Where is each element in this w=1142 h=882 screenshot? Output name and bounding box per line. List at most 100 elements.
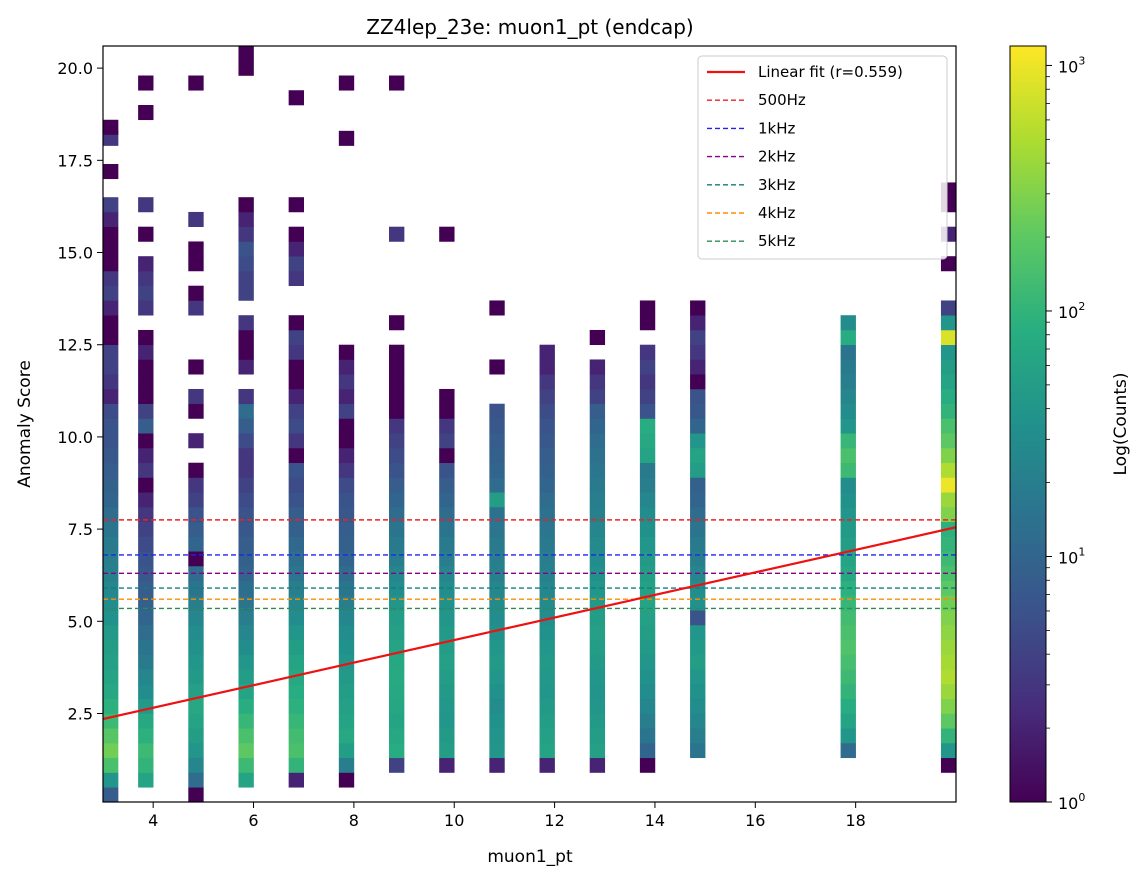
heatmap-cell [188, 75, 204, 91]
heatmap-cell [840, 551, 856, 567]
heatmap-cell [489, 728, 505, 744]
heatmap-cell [389, 344, 405, 360]
heatmap-cell [940, 506, 956, 523]
heatmap-cell [238, 403, 254, 419]
heatmap-cell [288, 256, 304, 272]
heatmap-cell [840, 388, 856, 405]
heatmap-cell [338, 551, 355, 567]
heatmap-cell [138, 462, 154, 478]
heatmap-cell [940, 492, 956, 508]
heatmap-cell [389, 728, 405, 744]
y-axis: 2.5 5.0 7.5 10.0 12.5 15.0 17.5 20.0 [57, 59, 103, 723]
heatmap-cell [389, 403, 405, 419]
heatmap-cell [188, 285, 204, 301]
heatmap-cell [138, 447, 154, 464]
heatmap-cell [489, 359, 505, 375]
heatmap-cell [489, 551, 505, 567]
heatmap-cell [489, 477, 505, 493]
y-axis-label: Anomaly Score [15, 360, 35, 488]
heatmap-cell [389, 683, 405, 700]
heatmap-cell [389, 388, 405, 405]
heatmap-cell [940, 329, 956, 346]
heatmap-cell [338, 75, 355, 91]
heatmap-cell [188, 639, 204, 655]
heatmap-cell [288, 241, 304, 257]
heatmap-cell [489, 639, 505, 655]
heatmap-cell [188, 624, 204, 641]
heatmap-cell [489, 462, 505, 478]
heatmap-cell [840, 315, 856, 331]
heatmap-cell [940, 433, 956, 449]
heatmap-cell [103, 506, 119, 523]
x-axis: 4 6 8 10 12 14 16 18 [148, 802, 866, 830]
heatmap-cell [389, 433, 405, 449]
y-tick-label: 17.5 [57, 151, 93, 170]
heatmap-cell [940, 359, 956, 375]
heatmap-cell [288, 90, 304, 106]
heatmap-cell [238, 580, 254, 596]
heatmap-cell [690, 610, 706, 626]
heatmap-cell [840, 477, 856, 493]
heatmap-cell [690, 728, 706, 744]
heatmap-cell [489, 300, 505, 316]
heatmap-cell [338, 492, 355, 508]
heatmap-cell [439, 477, 455, 493]
heatmap-cell [639, 447, 656, 464]
heatmap-cell [690, 477, 706, 493]
heatmap-cell [288, 521, 304, 537]
heatmap-cell [389, 551, 405, 567]
heatmap-cell [439, 551, 455, 567]
heatmap-cell [639, 403, 656, 419]
heatmap-cell [103, 624, 119, 641]
heatmap-cell [489, 595, 505, 611]
heatmap-cell [103, 119, 119, 135]
heatmap-cell [288, 728, 304, 744]
heatmap-cell [389, 492, 405, 508]
heatmap-cell [840, 344, 856, 360]
heatmap-cell [940, 565, 956, 582]
heatmap-cell [940, 713, 956, 729]
heatmap-cell [238, 462, 254, 478]
heatmap-cell [539, 624, 555, 641]
heatmap-cell [288, 359, 304, 375]
heatmap-cell [940, 447, 956, 464]
heatmap-cell [439, 403, 455, 419]
heatmap-cell [103, 197, 119, 213]
heatmap-cell [338, 728, 355, 744]
heatmap-cell [238, 743, 254, 759]
heatmap-cell [288, 329, 304, 346]
heatmap-cell [238, 698, 254, 714]
heatmap-cell [138, 728, 154, 744]
heatmap-cell [690, 669, 706, 685]
heatmap-cell [639, 492, 656, 508]
heatmap-cell [639, 669, 656, 685]
heatmap-cell [138, 595, 154, 611]
heatmap-cell [138, 300, 154, 316]
heatmap-cell [138, 506, 154, 523]
heatmap-cell [338, 595, 355, 611]
legend-label: Linear fit (r=0.559) [758, 63, 903, 81]
heatmap-cell [238, 551, 254, 567]
heatmap-cell [690, 433, 706, 449]
chart-title: ZZ4lep_23e: muon1_pt (endcap) [366, 15, 693, 39]
heatmap-cell [288, 403, 304, 419]
heatmap-cell [338, 698, 355, 714]
heatmap-cell [840, 639, 856, 655]
heatmap-cell [639, 388, 656, 405]
heatmap-cell [238, 359, 254, 375]
heatmap-cell [138, 654, 154, 670]
y-tick-label: 7.5 [68, 520, 93, 539]
heatmap-cell [589, 447, 606, 464]
heatmap-cell [690, 388, 706, 405]
heatmap-cell [639, 551, 656, 567]
heatmap-cell [439, 580, 455, 596]
heatmap-cell [138, 477, 154, 493]
heatmap-cell [238, 447, 254, 464]
heatmap-cell [338, 462, 355, 478]
heatmap-cell [103, 226, 119, 242]
heatmap-cell [539, 521, 555, 537]
heatmap-cell [589, 462, 606, 478]
heatmap-cell [840, 359, 856, 375]
heatmap-cell [690, 300, 706, 316]
heatmap-cell [589, 639, 606, 655]
